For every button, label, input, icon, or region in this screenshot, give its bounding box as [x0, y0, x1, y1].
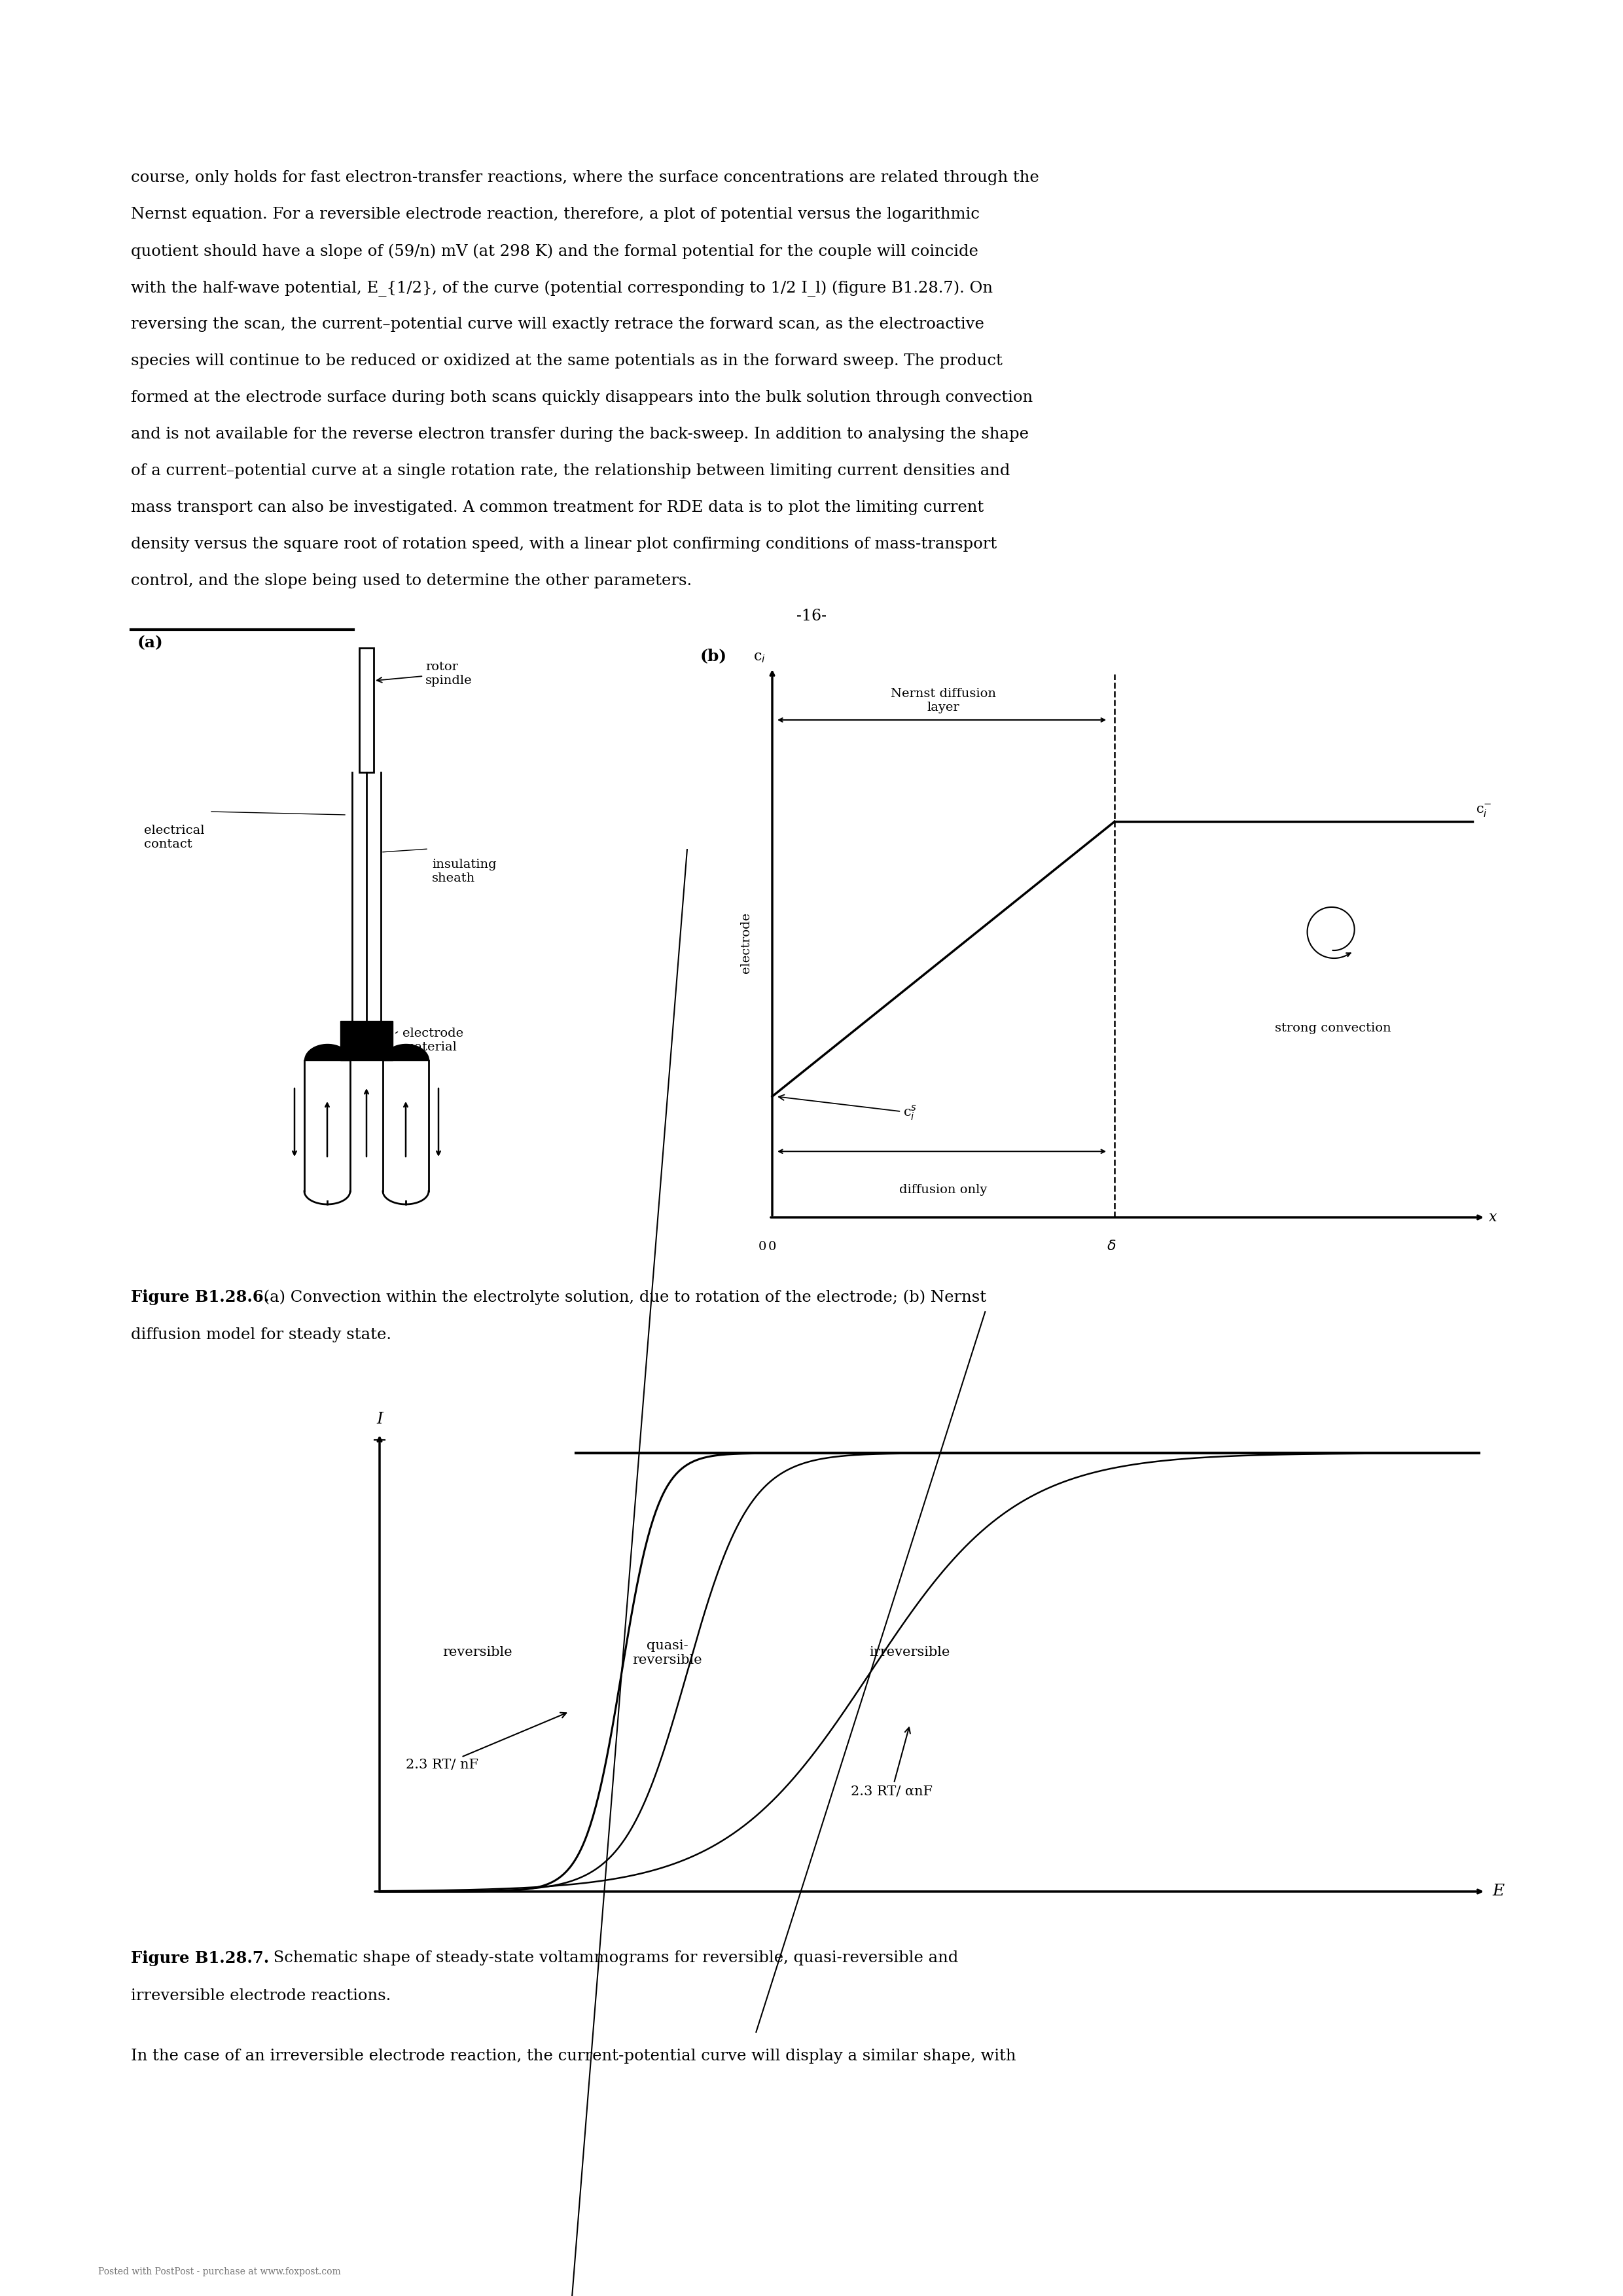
Text: insulating
sheath: insulating sheath — [432, 859, 497, 884]
Text: course, only holds for fast electron-transfer reactions, where the surface conce: course, only holds for fast electron-tra… — [131, 170, 1039, 186]
Text: and is not available for the reverse electron transfer during the back-sweep. In: and is not available for the reverse ele… — [131, 427, 1029, 441]
Text: irreversible: irreversible — [870, 1646, 949, 1658]
Text: (b): (b) — [700, 647, 727, 664]
Text: -16-: -16- — [797, 608, 826, 625]
Text: Nernst equation. For a reversible electrode reaction, therefore, a plot of poten: Nernst equation. For a reversible electr… — [131, 207, 980, 223]
Text: 2.3 RT/ nF: 2.3 RT/ nF — [406, 1713, 566, 1770]
Text: with the half-wave potential, E_{1/2}, of the curve (potential corresponding to : with the half-wave potential, E_{1/2}, o… — [131, 280, 993, 296]
Text: I: I — [377, 1412, 383, 1426]
Text: 2.3 RT/ αnF: 2.3 RT/ αnF — [850, 1727, 933, 1798]
Text: diffusion model for steady state.: diffusion model for steady state. — [131, 1327, 391, 1343]
Text: quotient should have a slope of (59/n) mV (at 298 K) and the formal potential fo: quotient should have a slope of (59/n) m… — [131, 243, 979, 259]
Text: of a current–potential curve at a single rotation rate, the relationship between: of a current–potential curve at a single… — [131, 464, 1010, 478]
Text: rotor
spindle: rotor spindle — [377, 661, 472, 687]
Text: electrical
contact: electrical contact — [144, 824, 204, 850]
Text: mass transport can also be investigated. A common treatment for RDE data is to p: mass transport can also be investigated.… — [131, 501, 984, 514]
Text: diffusion only: diffusion only — [899, 1185, 987, 1196]
Text: Posted with PostPost - purchase at www.foxpost.com: Posted with PostPost - purchase at www.f… — [97, 2266, 341, 2275]
Text: Schematic shape of steady-state voltammograms for reversible, quasi-reversible a: Schematic shape of steady-state voltammo… — [268, 1949, 958, 1965]
Text: Nernst diffusion
layer: Nernst diffusion layer — [891, 689, 997, 714]
Text: formed at the electrode surface during both scans quickly disappears into the bu: formed at the electrode surface during b… — [131, 390, 1032, 404]
Text: 0: 0 — [768, 1240, 776, 1254]
Text: quasi-
reversible: quasi- reversible — [633, 1639, 703, 1667]
Text: c$_i^s$: c$_i^s$ — [779, 1095, 917, 1123]
Text: strong convection: strong convection — [1274, 1022, 1391, 1033]
Text: control, and the slope being used to determine the other parameters.: control, and the slope being used to det… — [131, 574, 691, 588]
Text: $\delta$: $\delta$ — [1107, 1240, 1117, 1254]
Text: irreversible electrode reactions.: irreversible electrode reactions. — [131, 1988, 391, 2004]
Bar — [341, 1022, 393, 1061]
Text: x: x — [1488, 1210, 1496, 1224]
Text: c$_i$: c$_i$ — [753, 650, 766, 664]
Text: electrode
material: electrode material — [403, 1029, 464, 1054]
Text: (a): (a) — [138, 636, 164, 650]
Text: Figure B1.28.7.: Figure B1.28.7. — [131, 1949, 269, 1965]
Text: reversing the scan, the current–potential curve will exactly retrace the forward: reversing the scan, the current–potentia… — [131, 317, 984, 333]
Text: electrode: electrode — [740, 912, 751, 974]
Text: reversible: reversible — [443, 1646, 513, 1658]
Text: c$_i^{-}$: c$_i^{-}$ — [1475, 804, 1492, 817]
Text: In the case of an irreversible electrode reaction, the current-potential curve w: In the case of an irreversible electrode… — [131, 2048, 1016, 2064]
Text: density versus the square root of rotation speed, with a linear plot confirming : density versus the square root of rotati… — [131, 537, 997, 551]
Text: E: E — [1492, 1885, 1505, 1899]
Bar — [359, 647, 373, 771]
Text: Figure B1.28.6.: Figure B1.28.6. — [131, 1290, 269, 1304]
Text: (a) Convection within the electrolyte solution, due to rotation of the electrode: (a) Convection within the electrolyte so… — [258, 1290, 987, 1304]
Text: species will continue to be reduced or oxidized at the same potentials as in the: species will continue to be reduced or o… — [131, 354, 1003, 367]
Text: 0: 0 — [758, 1240, 766, 1254]
